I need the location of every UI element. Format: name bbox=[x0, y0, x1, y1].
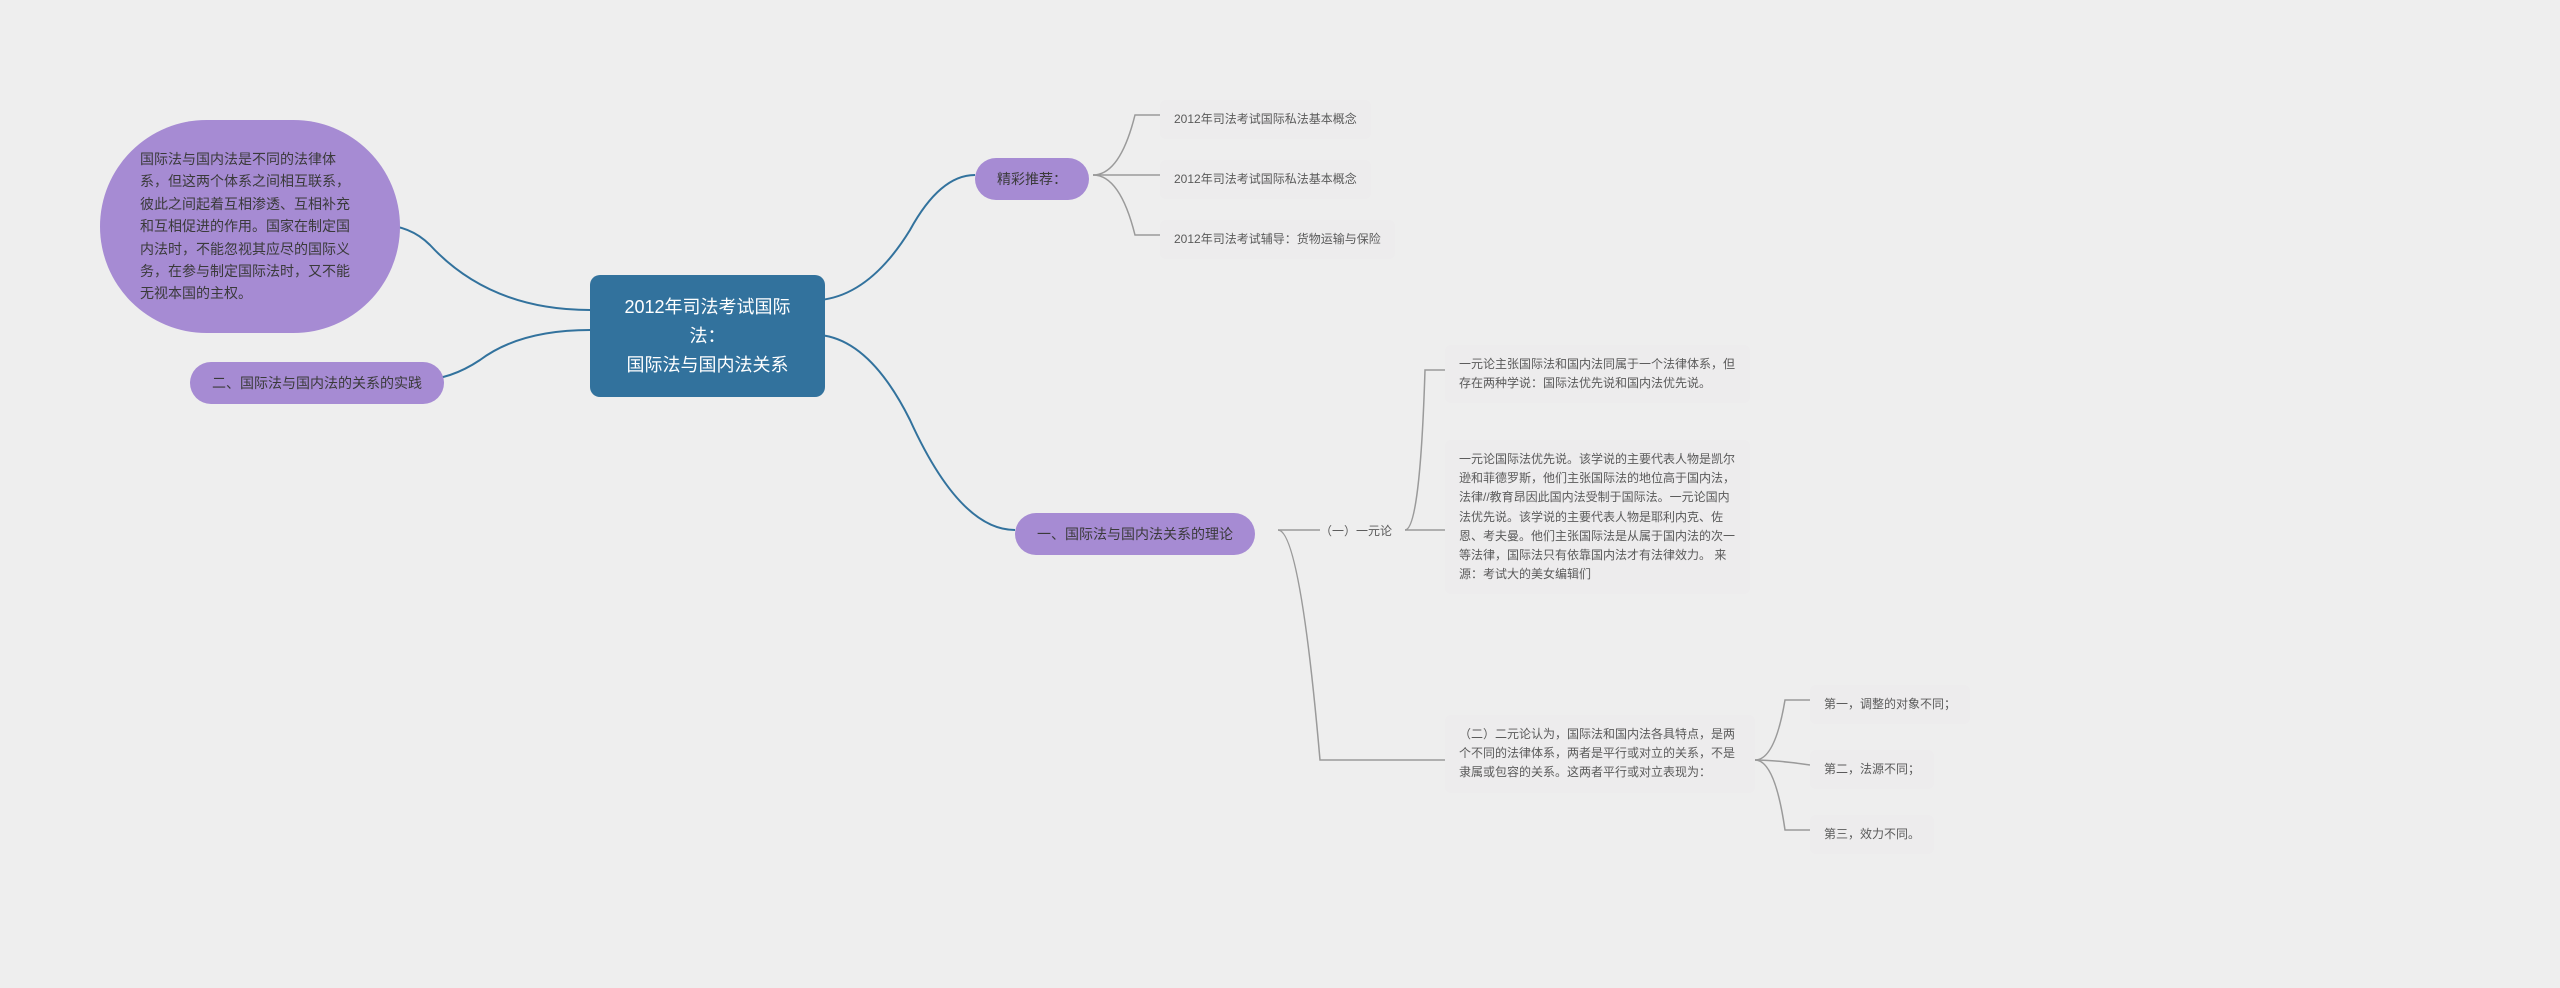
dualism-item-2[interactable]: 第三，效力不同。 bbox=[1810, 815, 1934, 854]
recommend-item-2[interactable]: 2012年司法考试辅导：货物运输与保险 bbox=[1160, 220, 1395, 259]
left-intro-text: 国际法与国内法是不同的法律体系，但这两个体系之间相互联系，彼此之间起着互相渗透、… bbox=[140, 148, 360, 305]
dualism-item-1[interactable]: 第二，法源不同； bbox=[1810, 750, 1934, 789]
theory-node[interactable]: 一、国际法与国内法关系的理论 bbox=[1015, 513, 1255, 555]
recommend-item-1[interactable]: 2012年司法考试国际私法基本概念 bbox=[1160, 160, 1371, 199]
monism-item-0[interactable]: 一元论主张国际法和国内法同属于一个法律体系，但存在两种学说：国际法优先说和国内法… bbox=[1445, 345, 1750, 403]
dualism-label: （二）二元论认为，国际法和国内法各具特点，是两个不同的法律体系，两者是平行或对立… bbox=[1459, 725, 1741, 783]
monism-item-1[interactable]: 一元论国际法优先说。该学说的主要代表人物是凯尔逊和菲德罗斯，他们主张国际法的地位… bbox=[1445, 440, 1750, 594]
left-intro-node[interactable]: 国际法与国内法是不同的法律体系，但这两个体系之间相互联系，彼此之间起着互相渗透、… bbox=[100, 120, 400, 333]
dualism-node[interactable]: （二）二元论认为，国际法和国内法各具特点，是两个不同的法律体系，两者是平行或对立… bbox=[1445, 715, 1755, 793]
left-section2-node[interactable]: 二、国际法与国内法的关系的实践 bbox=[190, 362, 444, 404]
dualism-item-0[interactable]: 第一，调整的对象不同； bbox=[1810, 685, 1970, 724]
left-section2-text: 二、国际法与国内法的关系的实践 bbox=[212, 372, 422, 394]
theory-title: 一、国际法与国内法关系的理论 bbox=[1037, 523, 1233, 545]
monism-label[interactable]: （一）一元论 bbox=[1320, 522, 1392, 541]
root-node[interactable]: 2012年司法考试国际法： 国际法与国内法关系 bbox=[590, 275, 825, 397]
recommend-title: 精彩推荐： bbox=[997, 168, 1067, 190]
root-line2: 国际法与国内法关系 bbox=[614, 351, 801, 380]
connector-layer bbox=[0, 0, 2560, 988]
recommend-node[interactable]: 精彩推荐： bbox=[975, 158, 1089, 200]
recommend-item-0[interactable]: 2012年司法考试国际私法基本概念 bbox=[1160, 100, 1371, 139]
root-line1: 2012年司法考试国际法： bbox=[614, 293, 801, 351]
